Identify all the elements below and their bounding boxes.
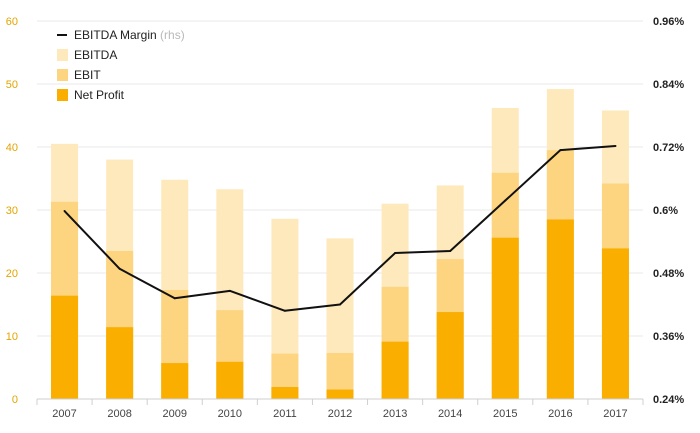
y-tick-label: 10 [6, 331, 18, 343]
y2-tick-label: 0.48% [653, 268, 684, 280]
legend-label: EBITDA [74, 48, 117, 62]
x-tick-label: 2013 [383, 408, 407, 420]
y-tick-label: 60 [6, 16, 18, 28]
y2-tick-label: 0.72% [653, 142, 684, 154]
x-tick-label: 2016 [548, 408, 572, 420]
line-point [504, 199, 507, 202]
bar-net-profit [106, 327, 134, 399]
line-point [118, 267, 121, 270]
bar-net-profit [326, 389, 354, 399]
y-tick-label: 40 [6, 142, 18, 154]
x-axis: 2007 2008 2009 2010 2011 2012 2013 2014 2015 2016… [36, 398, 644, 420]
x-tick-label: 2007 [52, 408, 76, 420]
line-point [173, 297, 176, 300]
legend-label: EBIT [74, 68, 101, 82]
bar-net-profit [51, 295, 79, 399]
line-point [394, 252, 397, 255]
right-axis: 0.24% 0.36% 0.48% 0.6% 0.72% 0.84% 0.96% [653, 16, 684, 406]
y2-tick-label: 0.84% [653, 79, 684, 91]
bar-net-profit [491, 237, 519, 399]
legend: EBITDA Margin (rhs) EBITDA EBIT Net Profit [57, 28, 185, 102]
line-point [228, 289, 231, 292]
x-tick-label: 2015 [493, 408, 517, 420]
legend-label: Net Profit [74, 88, 125, 102]
margin-line [63, 144, 617, 312]
x-tick-label: 2010 [218, 408, 242, 420]
x-tick-label: 2009 [162, 408, 186, 420]
bar-net-profit [216, 361, 244, 399]
bar-net-profit [546, 219, 574, 399]
x-tick-label: 2011 [273, 408, 297, 420]
line-point [283, 309, 286, 312]
line-point [63, 210, 66, 213]
line-point [339, 303, 341, 306]
y-tick-label: 0 [12, 394, 18, 406]
y2-tick-label: 0.24% [653, 394, 684, 406]
x-tick-label: 2008 [107, 408, 131, 420]
x-tick-label: 2012 [328, 408, 352, 420]
bar-net-profit [381, 341, 409, 399]
y-tick-label: 20 [6, 268, 18, 280]
line-point [614, 144, 617, 147]
legend-swatch [57, 69, 68, 81]
bar-net-profit [436, 312, 464, 399]
y-tick-label: 50 [6, 79, 18, 91]
bar-net-profit [601, 248, 629, 399]
bars [51, 89, 629, 400]
line-point [559, 149, 562, 152]
x-tick-label: 2014 [438, 408, 462, 420]
x-tick-label: 2017 [603, 408, 627, 420]
legend-swatch [57, 49, 68, 61]
grid-lines [37, 20, 643, 337]
y2-tick-label: 0.6% [653, 205, 678, 217]
bar-net-profit [271, 387, 299, 399]
line-point [449, 249, 452, 252]
left-axis: 0 10 20 30 40 50 60 [6, 16, 18, 406]
legend-suffix: (rhs) [160, 28, 185, 42]
legend-swatch [57, 89, 68, 101]
y2-tick-label: 0.36% [653, 331, 684, 343]
bar-net-profit [161, 363, 189, 399]
y-tick-label: 30 [6, 205, 18, 217]
y2-tick-label: 0.96% [653, 16, 684, 28]
legend-label: EBITDA Margin (rhs) [74, 28, 185, 42]
